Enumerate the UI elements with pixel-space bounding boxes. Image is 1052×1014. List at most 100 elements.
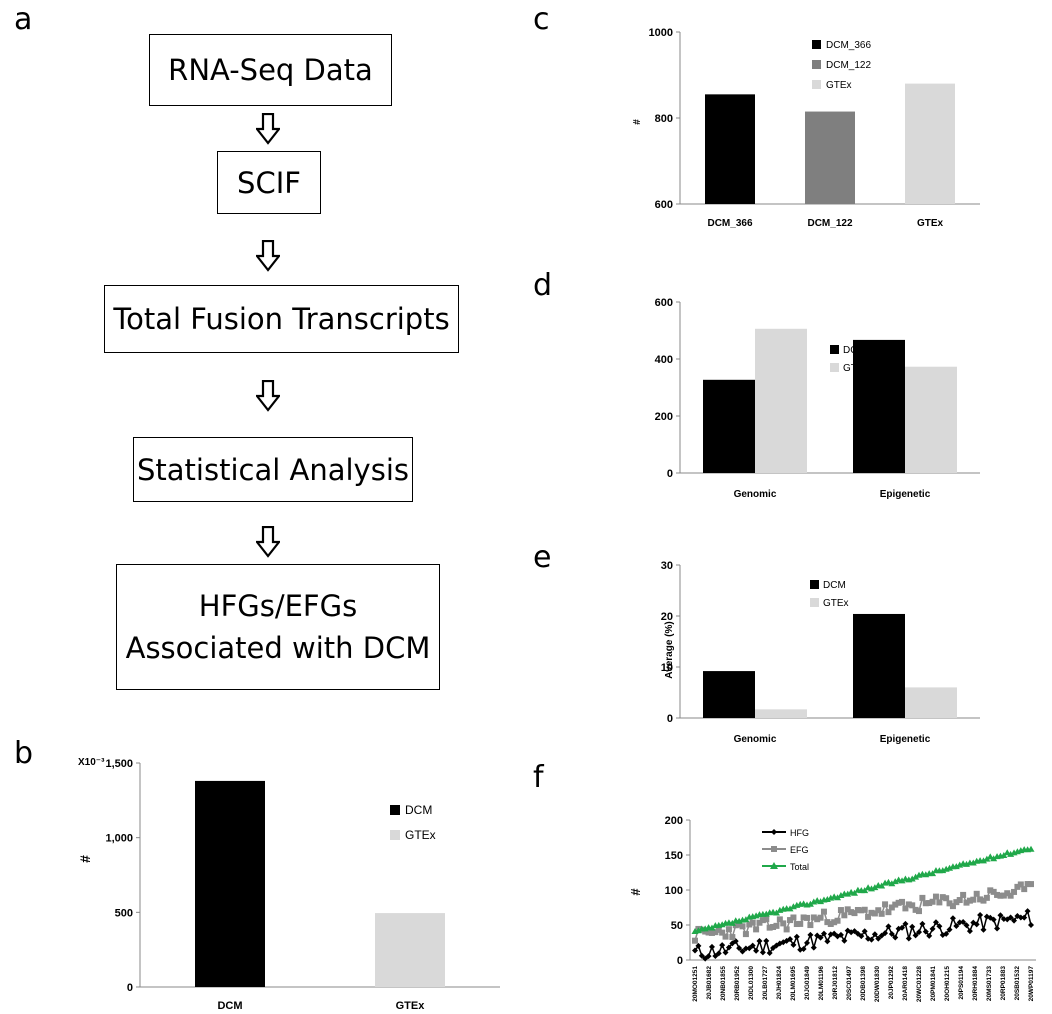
panel-label-f: f bbox=[533, 760, 544, 795]
down-arrow-icon bbox=[256, 240, 280, 272]
y-tick-label: 500 bbox=[115, 907, 133, 919]
data-point bbox=[749, 919, 756, 926]
data-point bbox=[705, 929, 712, 936]
legend-label: DCM bbox=[823, 580, 846, 591]
data-point bbox=[1024, 881, 1031, 888]
legend-label: DCM bbox=[843, 345, 866, 356]
bar-genomic-gtex bbox=[755, 709, 807, 718]
scale-note: X10⁻³ bbox=[78, 757, 105, 768]
x-tick-label: DCM_122 bbox=[807, 218, 852, 229]
data-point bbox=[861, 928, 868, 935]
data-point bbox=[946, 926, 953, 933]
data-point bbox=[865, 935, 872, 942]
data-point bbox=[919, 920, 926, 927]
bar-genomic-dcm bbox=[703, 379, 755, 473]
data-point bbox=[732, 922, 739, 929]
data-point bbox=[970, 896, 977, 903]
flow-step-label: SCIF bbox=[237, 165, 301, 200]
flow-step-scif: SCIF bbox=[217, 151, 321, 214]
y-axis-label: # bbox=[628, 888, 643, 896]
data-point bbox=[1014, 912, 1021, 919]
data-point bbox=[722, 933, 729, 940]
data-point bbox=[892, 934, 899, 941]
data-point bbox=[885, 923, 892, 930]
data-point bbox=[902, 905, 909, 912]
y-tick-label: 30 bbox=[661, 560, 673, 572]
y-tick-label: 800 bbox=[655, 113, 673, 125]
data-point bbox=[987, 887, 994, 894]
data-point bbox=[909, 902, 916, 909]
data-point bbox=[983, 855, 991, 862]
data-point bbox=[994, 891, 1001, 898]
x-tick-label: 20RP01883 bbox=[1000, 966, 1007, 1001]
y-tick-label: 0 bbox=[667, 468, 673, 480]
legend-swatch bbox=[810, 580, 819, 589]
x-tick-label: 20RJ01812 bbox=[832, 966, 839, 1000]
legend-label: DCM bbox=[405, 803, 432, 817]
data-point bbox=[916, 929, 922, 936]
data-point bbox=[848, 909, 855, 916]
bar-epigenetic-dcm bbox=[853, 613, 905, 718]
bar-dcm bbox=[195, 780, 265, 987]
x-tick-label: 20SC01497 bbox=[846, 966, 853, 1001]
data-point bbox=[736, 945, 743, 952]
data-point bbox=[1004, 890, 1011, 897]
data-point bbox=[725, 944, 732, 951]
data-point bbox=[742, 931, 749, 938]
data-point bbox=[773, 922, 780, 929]
data-point bbox=[949, 915, 956, 922]
data-point bbox=[742, 945, 749, 952]
data-point bbox=[973, 921, 980, 928]
x-tick-label: 20MO01251 bbox=[692, 966, 699, 1002]
data-point bbox=[844, 890, 852, 897]
legend-swatch bbox=[390, 830, 400, 840]
data-point bbox=[1007, 892, 1014, 899]
data-point bbox=[878, 910, 885, 917]
data-point bbox=[834, 917, 841, 924]
x-tick-label: 20SB01532 bbox=[1014, 966, 1021, 1001]
bar-epigenetic-dcm bbox=[853, 339, 905, 473]
y-tick-label: 150 bbox=[665, 850, 683, 862]
x-tick-label: Epigenetic bbox=[880, 734, 931, 745]
bar-genomic-dcm bbox=[703, 671, 755, 718]
legend-marker bbox=[770, 862, 778, 869]
data-point bbox=[810, 914, 817, 921]
y-tick-label: 400 bbox=[655, 354, 673, 366]
y-tick-label: 200 bbox=[665, 815, 683, 827]
data-point bbox=[997, 912, 1004, 919]
x-tick-label: 20RH01884 bbox=[972, 966, 979, 1001]
data-point bbox=[763, 916, 770, 923]
legend-swatch bbox=[830, 363, 839, 372]
data-point bbox=[753, 947, 760, 954]
data-point bbox=[797, 946, 804, 953]
data-point bbox=[936, 923, 943, 930]
data-point bbox=[1028, 881, 1034, 888]
data-point bbox=[831, 930, 838, 937]
y-axis-label: # bbox=[77, 855, 93, 863]
data-point bbox=[708, 943, 715, 950]
data-point bbox=[749, 942, 756, 949]
data-point bbox=[922, 928, 929, 935]
data-point bbox=[983, 894, 990, 901]
data-point bbox=[912, 932, 919, 939]
data-point bbox=[909, 923, 916, 930]
bar-epigenetic-gtex bbox=[905, 687, 957, 718]
data-point bbox=[929, 870, 937, 877]
data-point bbox=[1021, 886, 1028, 893]
x-tick-label: 20PM01841 bbox=[930, 966, 937, 1001]
legend-marker bbox=[771, 829, 777, 835]
data-point bbox=[1028, 922, 1034, 929]
data-point bbox=[837, 931, 844, 938]
data-point bbox=[780, 920, 787, 927]
data-point bbox=[865, 913, 872, 920]
data-point bbox=[739, 923, 746, 930]
panel-label-e: e bbox=[533, 540, 552, 575]
x-tick-label: 20RB01952 bbox=[734, 966, 741, 1001]
chart-panel-c: 600 800 1000 # DCM_366 DCM_122 GTEx DCM_366 DCM_… bbox=[632, 27, 980, 229]
bar-gtex bbox=[905, 83, 955, 204]
y-tick-label: 1,500 bbox=[105, 758, 133, 770]
data-point bbox=[746, 921, 753, 928]
data-point bbox=[939, 894, 946, 901]
data-point bbox=[895, 899, 902, 906]
data-point bbox=[763, 937, 770, 944]
